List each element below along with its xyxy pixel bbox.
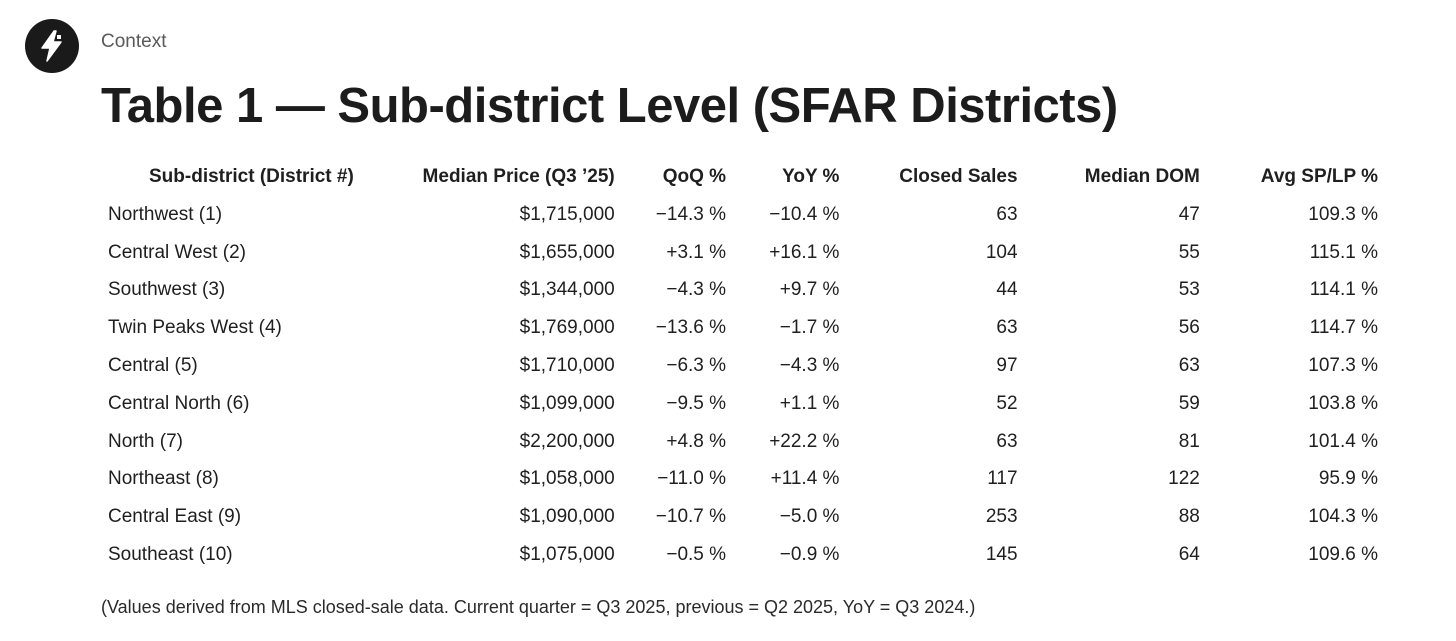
table-row: Central East (9) $1,090,000 −10.7 % −5.0… — [103, 498, 1388, 536]
column-header-yoy: YoY % — [782, 166, 840, 187]
cell-closed-sales: 97 — [996, 355, 1018, 377]
cell-sub-district: North (7) — [108, 430, 183, 452]
cell-avg-sp-lp: 107.3 % — [1308, 355, 1378, 377]
cell-yoy: −4.3 % — [779, 355, 840, 377]
table-row: Central West (2) $1,655,000 +3.1 % +16.1… — [103, 234, 1388, 272]
column-header-median-price: Median Price (Q3 ’25) — [422, 166, 615, 187]
column-header-qoq: QoQ % — [662, 166, 727, 187]
cell-median-dom: 64 — [1178, 544, 1200, 566]
cell-yoy: +9.7 % — [779, 279, 840, 301]
cell-qoq: −6.3 % — [666, 355, 727, 377]
cell-yoy: −10.4 % — [769, 203, 840, 225]
cell-avg-sp-lp: 95.9 % — [1318, 468, 1378, 490]
cell-qoq: −13.6 % — [655, 317, 727, 339]
page-title: Table 1 — Sub-district Level (SFAR Distr… — [101, 79, 1118, 133]
cell-qoq: −0.5 % — [666, 544, 727, 566]
table-row: North (7) $2,200,000 +4.8 % +22.2 % 63 8… — [103, 423, 1388, 461]
cell-closed-sales: 63 — [996, 317, 1018, 339]
cell-median-price: $1,655,000 — [519, 241, 615, 263]
cell-median-price: $2,200,000 — [519, 430, 615, 452]
cell-qoq: −10.7 % — [655, 506, 727, 528]
cell-sub-district: Central (5) — [108, 355, 198, 377]
cell-sub-district: Twin Peaks West (4) — [108, 317, 282, 339]
cell-yoy: +22.2 % — [769, 430, 840, 452]
table-row: Twin Peaks West (4) $1,769,000 −13.6 % −… — [103, 309, 1388, 347]
cell-avg-sp-lp: 103.8 % — [1308, 392, 1378, 414]
cell-qoq: −14.3 % — [655, 203, 727, 225]
cell-avg-sp-lp: 101.4 % — [1308, 430, 1378, 452]
cell-closed-sales: 52 — [996, 392, 1018, 414]
cell-median-price: $1,090,000 — [519, 506, 615, 528]
cell-closed-sales: 145 — [985, 544, 1018, 566]
cell-median-dom: 81 — [1178, 430, 1200, 452]
table-row: Northeast (8) $1,058,000 −11.0 % +11.4 %… — [103, 461, 1388, 499]
table-row: Central North (6) $1,099,000 −9.5 % +1.1… — [103, 385, 1388, 423]
column-header-avg-sp-lp: Avg SP/LP % — [1260, 166, 1378, 187]
cell-median-dom: 55 — [1178, 241, 1200, 263]
table-row: Southeast (10) $1,075,000 −0.5 % −0.9 % … — [103, 536, 1388, 574]
cell-median-dom: 53 — [1178, 279, 1200, 301]
cell-yoy: −1.7 % — [779, 317, 840, 339]
cell-closed-sales: 104 — [985, 241, 1018, 263]
cell-median-price: $1,710,000 — [519, 355, 615, 377]
cell-median-price: $1,344,000 — [519, 279, 615, 301]
cell-qoq: −4.3 % — [666, 279, 727, 301]
table-header-row: Sub-district (District #) Median Price (… — [103, 158, 1388, 196]
cell-sub-district: Central North (6) — [108, 392, 250, 414]
cell-closed-sales: 63 — [996, 430, 1018, 452]
column-header-closed-sales: Closed Sales — [899, 166, 1018, 187]
lightning-bolt-icon — [41, 30, 62, 62]
cell-qoq: −9.5 % — [666, 392, 727, 414]
cell-closed-sales: 117 — [987, 468, 1018, 490]
cell-yoy: −0.9 % — [779, 544, 840, 566]
cell-sub-district: Northwest (1) — [108, 203, 223, 225]
cell-yoy: +16.1 % — [769, 241, 840, 263]
table-footnote: (Values derived from MLS closed-sale dat… — [101, 597, 976, 617]
cell-avg-sp-lp: 114.1 % — [1309, 279, 1378, 301]
cell-closed-sales: 44 — [996, 279, 1018, 301]
cell-avg-sp-lp: 109.3 % — [1308, 203, 1378, 225]
cell-sub-district: Southeast (10) — [108, 544, 233, 566]
cell-median-dom: 59 — [1178, 392, 1200, 414]
cell-avg-sp-lp: 115.1 % — [1309, 241, 1378, 263]
cell-qoq: −11.0 % — [657, 468, 727, 490]
cell-closed-sales: 63 — [996, 203, 1018, 225]
cell-yoy: −5.0 % — [779, 506, 840, 528]
cell-avg-sp-lp: 109.6 % — [1308, 544, 1378, 566]
cell-qoq: +4.8 % — [666, 430, 727, 452]
cell-median-price: $1,715,000 — [519, 203, 615, 225]
cell-qoq: +3.1 % — [666, 241, 727, 263]
cell-yoy: +11.4 % — [770, 468, 840, 490]
cell-median-price: $1,075,000 — [519, 544, 615, 566]
cell-closed-sales: 253 — [985, 506, 1018, 528]
cell-sub-district: Southwest (3) — [108, 279, 226, 301]
cell-median-dom: 88 — [1178, 506, 1200, 528]
table-row: Northwest (1) $1,715,000 −14.3 % −10.4 %… — [103, 196, 1388, 234]
cell-median-dom: 63 — [1178, 355, 1200, 377]
cell-yoy: +1.1 % — [779, 392, 840, 414]
cell-median-price: $1,058,000 — [519, 468, 615, 490]
cell-sub-district: Central West (2) — [108, 241, 246, 263]
table-row: Southwest (3) $1,344,000 −4.3 % +9.7 % 4… — [103, 272, 1388, 310]
cell-median-dom: 56 — [1178, 317, 1200, 339]
cell-sub-district: Central East (9) — [108, 506, 242, 528]
context-label: Context — [101, 31, 167, 52]
column-header-sub-district: Sub-district (District #) — [149, 166, 354, 187]
cell-avg-sp-lp: 104.3 % — [1308, 506, 1378, 528]
cell-median-dom: 47 — [1178, 203, 1200, 225]
cell-median-price: $1,099,000 — [519, 392, 615, 414]
table-row: Central (5) $1,710,000 −6.3 % −4.3 % 97 … — [103, 347, 1388, 385]
column-header-median-dom: Median DOM — [1084, 166, 1200, 187]
app-logo[interactable] — [25, 19, 79, 73]
cell-median-dom: 122 — [1168, 468, 1200, 490]
sub-district-table: Sub-district (District #) Median Price (… — [103, 158, 1388, 574]
cell-median-price: $1,769,000 — [519, 317, 615, 339]
cell-avg-sp-lp: 114.7 % — [1309, 317, 1378, 339]
cell-sub-district: Northeast (8) — [108, 468, 219, 490]
